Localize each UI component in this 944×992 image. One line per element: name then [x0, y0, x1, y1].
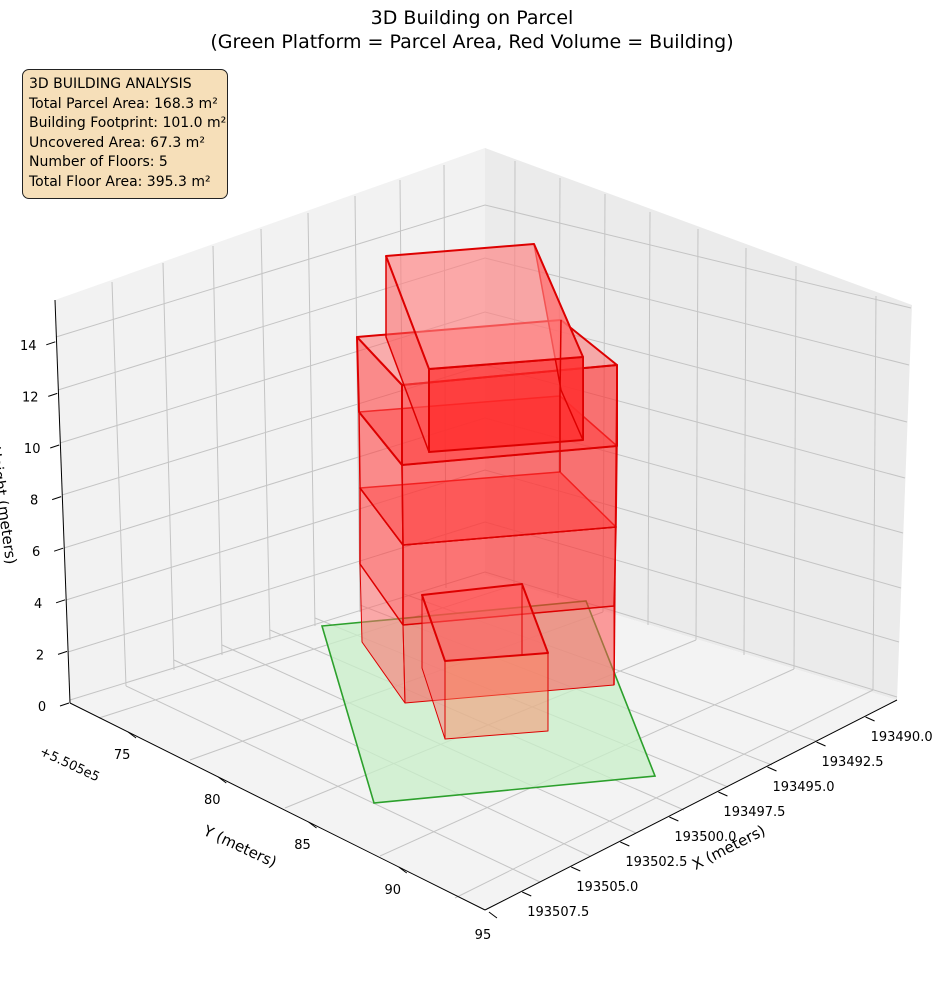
grid-x-7 — [793, 265, 797, 670]
y-tick-2-mark — [308, 821, 317, 829]
y-tick-3-label: 90 — [384, 883, 401, 898]
z-tick-group: 0 2 4 6 8 10 12 14 — [20, 339, 70, 715]
y-axis-line — [69, 702, 486, 911]
chart-title-line: 3D Building on Parcel — [370, 7, 574, 29]
grid-floor-x-5 — [454, 689, 874, 899]
z-tick-2-label: 4 — [34, 597, 42, 612]
chart-title: 3D Building on Parcel (Green Platform = … — [0, 6, 944, 54]
info-line-4: Number of Floors: 5 — [29, 154, 168, 170]
x-tick-0-label: 193490.0 — [871, 730, 933, 745]
annex-top — [421, 583, 549, 662]
z-tick-0-mark — [59, 702, 70, 707]
info-line-3: Uncovered Area: 67.3 m² — [29, 134, 205, 151]
y-offset-label: +5.505e5 — [37, 744, 102, 785]
z-tick-4-mark — [52, 496, 62, 501]
info-line-5: Total Floor Area: 395.3 m² — [29, 173, 211, 190]
z-tick-2-mark — [55, 599, 66, 604]
z-tick-3-mark — [53, 547, 64, 552]
z-tick-7-mark — [46, 341, 56, 346]
analysis-info-box: 3D BUILDING ANALYSIS Total Parcel Area: 1… — [22, 69, 228, 199]
grid-x-5 — [695, 228, 699, 641]
y-tick-3-mark — [398, 866, 408, 874]
z-axis-line — [54, 299, 71, 704]
z-tick-1-mark — [57, 650, 68, 655]
x-tick-6-label: 193505.0 — [576, 880, 638, 895]
y-tick-4-label: 95 — [475, 928, 492, 943]
grid-floor-y-1 — [125, 685, 541, 883]
building-right-edge — [613, 364, 618, 686]
x-tick-2-mark — [767, 766, 777, 772]
info-line-0: 3D BUILDING ANALYSIS — [29, 76, 192, 92]
building-volume — [356, 243, 618, 740]
x-tick-4-label: 193500.0 — [674, 830, 736, 845]
z-tick-5-label: 10 — [24, 442, 41, 457]
grid-x-8 — [872, 295, 877, 691]
z-tick-6-label: 12 — [22, 390, 39, 405]
x-tick-5-mark — [620, 841, 630, 847]
grid-y-2 — [162, 262, 175, 671]
y-tick-1-mark — [218, 776, 227, 784]
x-tick-2-label: 193495.0 — [772, 780, 834, 795]
y-axis-label: Y (meters) — [200, 821, 280, 871]
y-tick-group: 75 80 85 90 95 — [114, 731, 498, 943]
annex-front-face — [444, 652, 549, 740]
grid-y-4 — [260, 228, 271, 641]
x-tick-5-label: 193502.5 — [625, 855, 687, 870]
info-line-1: Total Parcel Area: 168.3 m² — [29, 95, 218, 112]
z-tick-1-label: 2 — [36, 648, 44, 663]
x-tick-3-label: 193497.5 — [723, 805, 785, 820]
floor-5-top — [385, 243, 584, 370]
x-tick-3-mark — [718, 791, 728, 797]
x-tick-1-label: 193492.5 — [822, 755, 884, 770]
y-tick-1-label: 80 — [204, 793, 221, 808]
x-tick-6-mark — [571, 866, 581, 872]
x-axis-line — [484, 699, 898, 911]
grid-y-6 — [354, 195, 361, 613]
grid-y-3 — [212, 245, 223, 656]
x-tick-group: 193490.0 193492.5 193495.0 193497.5 193500.0… — [522, 716, 933, 920]
grid-y-1 — [111, 281, 127, 687]
y-tick-2-label: 85 — [294, 838, 311, 853]
z-tick-4-label: 8 — [30, 494, 38, 509]
x-tick-4-mark — [669, 816, 679, 822]
chart-subtitle-line: (Green Platform = Parcel Area, Red Volum… — [210, 31, 734, 53]
x-tick-0-mark — [865, 716, 875, 722]
z-tick-3-label: 6 — [32, 545, 40, 560]
y-tick-0-label: 75 — [114, 748, 131, 763]
y-tick-0-mark — [127, 731, 137, 739]
x-tick-1-mark — [816, 741, 826, 747]
z-tick-5-mark — [50, 444, 60, 449]
z-axis-label: Height (meters) — [0, 445, 20, 565]
axes-lines — [54, 299, 898, 911]
z-tick-6-mark — [48, 392, 58, 397]
z-tick-7-label: 14 — [20, 339, 37, 354]
grid-x-6 — [743, 247, 747, 656]
y-tick-4-mark — [488, 911, 498, 919]
grid-y-5 — [307, 212, 316, 627]
grid-z-14 — [55, 204, 912, 338]
z-tick-0-label: 0 — [38, 700, 46, 715]
grid-x-4 — [647, 211, 651, 626]
info-line-2: Building Footprint: 101.0 m² — [29, 115, 227, 131]
building-back-edge-2 — [559, 319, 562, 397]
x-tick-7-mark — [522, 891, 532, 897]
x-tick-7-label: 193507.5 — [527, 905, 589, 920]
